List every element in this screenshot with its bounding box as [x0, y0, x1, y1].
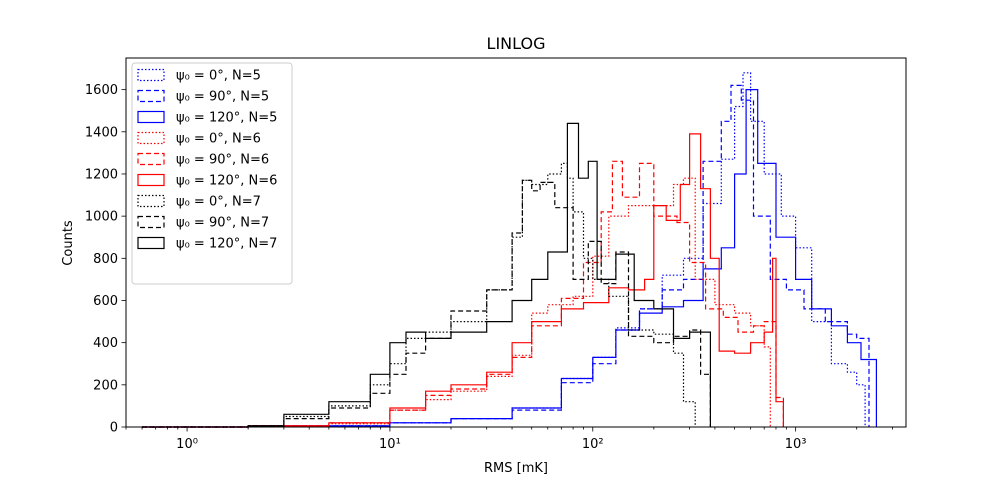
legend-label: ψ₀ = 120°, N=5 [176, 111, 277, 126]
y-tick-label: 1000 [85, 210, 118, 225]
y-axis-label: Counts [61, 220, 76, 266]
legend-label: ψ₀ = 0°, N=5 [176, 69, 261, 84]
legend-swatch [137, 89, 165, 103]
legend-swatch [137, 110, 165, 124]
y-tick-label: 1200 [85, 167, 118, 182]
y-axis: 0 200 400 600 800 1000 1200 1400 1600 [85, 83, 126, 436]
legend-label: ψ₀ = 120°, N=6 [176, 174, 277, 189]
y-tick-label: 800 [93, 252, 118, 267]
legend-swatch [137, 215, 165, 229]
legend-swatch [137, 194, 165, 208]
series-line-9 [142, 122, 711, 428]
chart-title: LINLOG [487, 34, 546, 53]
y-tick-label: 400 [93, 336, 118, 351]
legend-label: ψ₀ = 0°, N=7 [176, 195, 261, 210]
plot-frame [125, 57, 907, 428]
legend-swatch [137, 152, 165, 166]
legend-swatch [137, 236, 165, 250]
legend-swatch [137, 173, 165, 187]
legend-label: ψ₀ = 90°, N=6 [176, 153, 269, 168]
legend-label: ψ₀ = 0°, N=6 [176, 132, 261, 147]
y-tick-label: 200 [93, 378, 118, 393]
legend-swatch [137, 68, 165, 82]
legend-label: ψ₀ = 90°, N=7 [176, 216, 269, 231]
y-tick-label: 1600 [85, 83, 118, 98]
y-tick-label: 1400 [85, 125, 118, 140]
legend-frame [131, 62, 293, 285]
x-tick-label: 10² [582, 437, 604, 452]
legend-swatch [137, 131, 165, 145]
x-axis: 10⁰ 10¹ 10² 10³ [125, 427, 893, 452]
legend-label: ψ₀ = 120°, N=7 [176, 237, 277, 252]
y-tick-label: 600 [93, 294, 118, 309]
x-tick-label: 10³ [785, 437, 807, 452]
series-layer [142, 72, 877, 428]
x-axis-label: RMS [mK] [484, 461, 548, 476]
x-tick-label: 10⁰ [176, 437, 198, 452]
legend-label: ψ₀ = 90°, N=5 [176, 90, 269, 105]
series-line-3 [142, 89, 877, 428]
x-tick-label: 10¹ [379, 437, 401, 452]
legend: ψ₀ = 0°, N=5 ψ₀ = 90°, N=5 ψ₀ = 120°, N=5 ψ… [131, 62, 293, 285]
y-tick-label: 0 [110, 421, 118, 436]
series-line-8 [142, 179, 711, 428]
series-line-6 [142, 133, 784, 428]
